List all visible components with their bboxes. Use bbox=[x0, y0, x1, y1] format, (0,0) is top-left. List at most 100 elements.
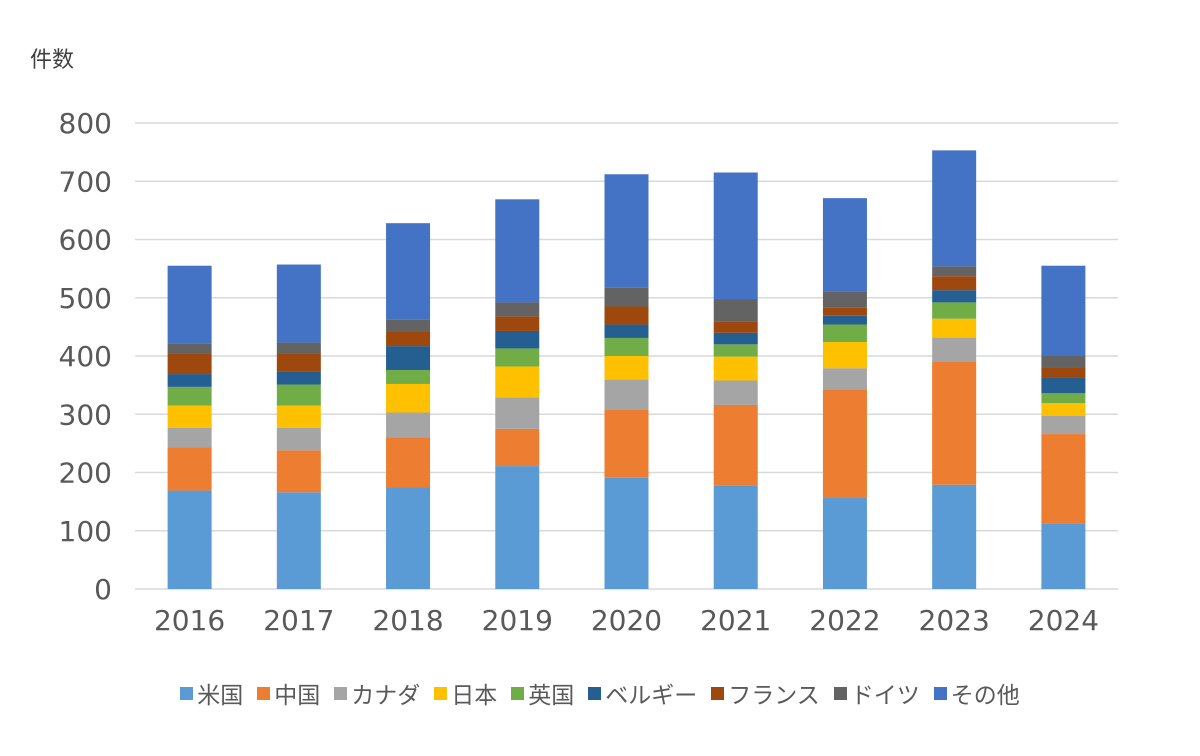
bar-segment bbox=[276, 264, 321, 343]
legend-label: その他 bbox=[950, 683, 1020, 709]
legend-label: 中国 bbox=[274, 683, 321, 709]
legend-swatch bbox=[334, 686, 348, 700]
legend-item: 米国 bbox=[180, 676, 243, 710]
bar-segment bbox=[713, 299, 758, 322]
bar-segment bbox=[276, 342, 321, 354]
bar-segment bbox=[386, 319, 431, 332]
bar-segment bbox=[386, 223, 431, 320]
stacked-bar-chart: 0 100 200 300 400 500 600 700 800 2016 2017 2018 201… bbox=[59, 107, 1118, 637]
bar-segment bbox=[604, 174, 649, 288]
bar-segment bbox=[167, 265, 212, 344]
bar-segment bbox=[1041, 523, 1086, 589]
bar-segment bbox=[1041, 415, 1086, 435]
bar-segment bbox=[167, 353, 212, 375]
y-tick-label: 0 bbox=[94, 573, 112, 606]
bar-segment bbox=[276, 353, 321, 372]
bar-segment bbox=[167, 386, 212, 406]
bar-segment bbox=[822, 198, 867, 292]
bar-segment bbox=[167, 447, 212, 491]
bar-segment bbox=[713, 344, 758, 357]
legend-label: 米国 bbox=[197, 683, 244, 709]
x-tick-label: 2021 bbox=[700, 604, 771, 637]
legend-item: ベルギー bbox=[588, 676, 697, 710]
x-tick-label: 2022 bbox=[809, 604, 880, 637]
x-tick-label: 2018 bbox=[372, 604, 443, 637]
bar-segment bbox=[713, 321, 758, 333]
bar-segment bbox=[386, 369, 431, 384]
bar-segment bbox=[495, 199, 540, 303]
legend-swatch bbox=[434, 686, 448, 700]
x-tick-label: 2016 bbox=[154, 604, 225, 637]
legend-swatch bbox=[511, 686, 525, 700]
legend-swatch bbox=[588, 686, 602, 700]
bar-segment bbox=[604, 287, 649, 307]
bar-segment bbox=[713, 404, 758, 486]
bar-segment bbox=[713, 172, 758, 300]
bar-segment bbox=[386, 346, 431, 370]
bar-segment bbox=[932, 266, 977, 277]
bar-segment bbox=[932, 302, 977, 319]
bar-segment bbox=[276, 492, 321, 589]
bar-segment bbox=[167, 427, 212, 448]
legend-item: 日本 bbox=[434, 676, 497, 710]
bar-segment bbox=[386, 331, 431, 347]
bar-segment bbox=[495, 302, 540, 317]
bar-segment bbox=[495, 397, 540, 429]
legend-item: 中国 bbox=[257, 676, 320, 710]
bar-segment bbox=[276, 450, 321, 493]
bar-segment bbox=[822, 368, 867, 390]
bar-segment bbox=[932, 361, 977, 485]
y-axis-label: 件数 bbox=[30, 48, 75, 73]
bar-segment bbox=[932, 290, 977, 303]
bar-segment bbox=[713, 485, 758, 589]
bar-segment bbox=[495, 366, 540, 398]
y-tick-label: 500 bbox=[59, 282, 112, 315]
y-tick-label: 400 bbox=[59, 340, 112, 373]
legend-label: ドイツ bbox=[850, 683, 920, 709]
bar-segment bbox=[1041, 377, 1086, 394]
bar-segment bbox=[495, 428, 540, 467]
bar-segment bbox=[822, 315, 867, 325]
x-tick-label: 2024 bbox=[1028, 604, 1099, 637]
x-tick-label: 2020 bbox=[591, 604, 662, 637]
bar-segment bbox=[713, 356, 758, 381]
legend-label: フランス bbox=[728, 683, 820, 709]
bar-segment bbox=[1041, 434, 1086, 524]
bar-segment bbox=[822, 324, 867, 343]
legend-label: 日本 bbox=[451, 683, 498, 709]
legend-item: 英国 bbox=[511, 676, 574, 710]
legend-item: その他 bbox=[933, 676, 1020, 710]
bar-segment bbox=[1041, 367, 1086, 378]
bar-segment bbox=[932, 150, 977, 267]
bar-segment bbox=[386, 487, 431, 589]
bar-segment bbox=[1041, 393, 1086, 404]
bar-segment bbox=[1041, 403, 1086, 416]
bar-segment bbox=[822, 389, 867, 498]
bar-segment bbox=[604, 477, 649, 589]
legend-item: ドイツ bbox=[833, 676, 920, 710]
bar-segment bbox=[604, 324, 649, 338]
bar-segment bbox=[167, 374, 212, 387]
bar-segment bbox=[495, 466, 540, 589]
bar-segment bbox=[276, 384, 321, 406]
legend-label: カナダ bbox=[351, 683, 421, 709]
legend-swatch bbox=[711, 686, 725, 700]
bar-segment bbox=[932, 276, 977, 291]
bar-segment bbox=[713, 380, 758, 405]
bar-segment bbox=[386, 437, 431, 488]
bar-segment bbox=[386, 383, 431, 413]
y-tick-label: 200 bbox=[59, 457, 112, 490]
bar-segment bbox=[822, 291, 867, 308]
y-tick-label: 100 bbox=[59, 515, 112, 548]
bar-segment bbox=[932, 484, 977, 589]
legend-item: フランス bbox=[711, 676, 820, 710]
bar-segment bbox=[495, 330, 540, 349]
bar-segment bbox=[495, 316, 540, 331]
legend-label: 英国 bbox=[528, 683, 575, 709]
x-tick-label: 2023 bbox=[919, 604, 990, 637]
bar-segment bbox=[495, 348, 540, 367]
bar-segment bbox=[276, 405, 321, 428]
bar-segment bbox=[276, 427, 321, 451]
bar-segment bbox=[604, 409, 649, 478]
bar-segment bbox=[822, 497, 867, 589]
